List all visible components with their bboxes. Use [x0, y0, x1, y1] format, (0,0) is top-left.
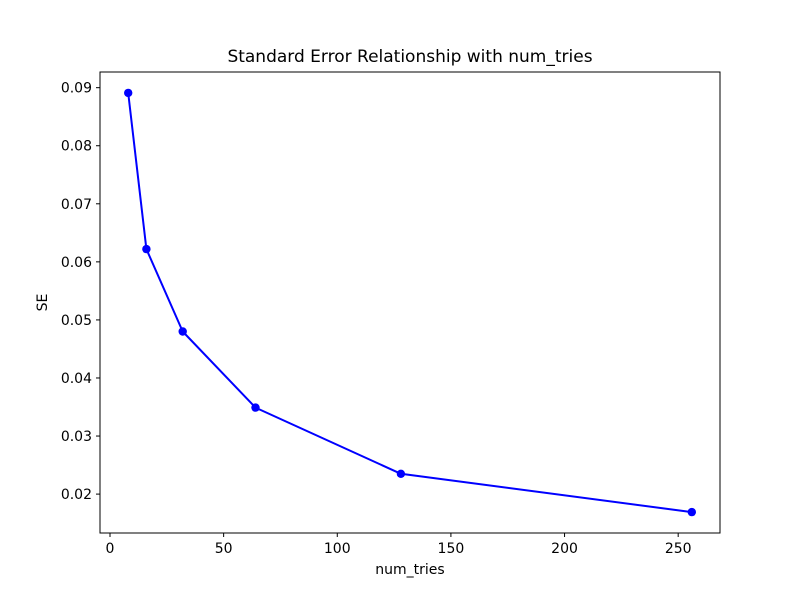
y-tick-label: 0.02 — [61, 487, 92, 503]
y-tick-label: 0.08 — [61, 139, 92, 155]
data-point — [142, 244, 151, 254]
x-tick-label: 200 — [551, 541, 578, 557]
y-tick-label: 0.09 — [61, 81, 92, 97]
data-point — [687, 507, 696, 517]
data-point — [178, 327, 187, 336]
x-tick-label: 150 — [438, 541, 465, 557]
data-point — [124, 88, 133, 98]
chart-title: Standard Error Relationship with num_tri… — [227, 47, 592, 67]
data-point — [396, 469, 406, 478]
y-tick-label: 0.03 — [61, 429, 92, 445]
y-tick-label: 0.04 — [61, 371, 92, 387]
x-tick-label: 100 — [324, 541, 351, 557]
plot-border — [99, 71, 721, 534]
x-tick-label: 0 — [106, 541, 115, 557]
y-tick-label: 0.05 — [61, 313, 92, 329]
series-line — [127, 91, 693, 514]
x-tick-label: 250 — [665, 541, 692, 557]
y-tick-label: 0.07 — [61, 197, 92, 213]
y-tick-label: 0.06 — [61, 255, 92, 271]
data-point — [251, 403, 260, 412]
y-axis-label: SE — [35, 294, 51, 312]
x-tick-label: 50 — [215, 541, 233, 557]
x-axis-label: num_tries — [375, 562, 444, 578]
